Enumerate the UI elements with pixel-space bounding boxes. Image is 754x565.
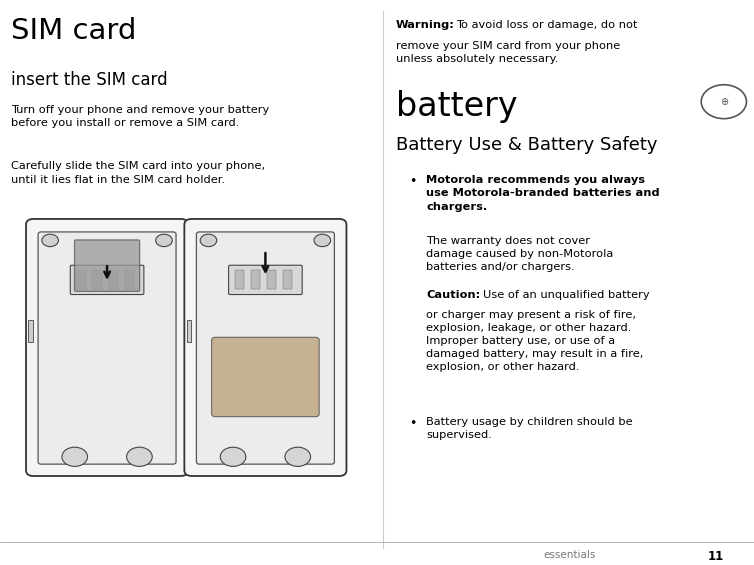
Text: To avoid loss or damage, do not: To avoid loss or damage, do not: [456, 20, 638, 30]
Text: ⊕: ⊕: [720, 97, 728, 107]
Circle shape: [220, 447, 246, 467]
Bar: [76, 271, 85, 289]
Circle shape: [200, 234, 217, 246]
Bar: [267, 271, 276, 289]
FancyBboxPatch shape: [212, 337, 319, 416]
Bar: [283, 271, 293, 289]
Text: The warranty does not cover
damage caused by non-Motorola
batteries and/or charg: The warranty does not cover damage cause…: [426, 236, 613, 272]
Text: SIM card: SIM card: [11, 17, 136, 45]
Text: battery: battery: [396, 90, 517, 123]
Circle shape: [127, 447, 152, 467]
Text: •: •: [409, 417, 417, 430]
Text: •: •: [409, 175, 417, 188]
Text: Caution:: Caution:: [426, 290, 480, 301]
FancyBboxPatch shape: [70, 265, 144, 294]
Text: insert the SIM card: insert the SIM card: [11, 71, 168, 89]
Circle shape: [62, 447, 87, 467]
Circle shape: [314, 234, 330, 246]
Text: Warning:: Warning:: [396, 20, 455, 30]
FancyBboxPatch shape: [38, 232, 176, 464]
Circle shape: [41, 234, 58, 246]
FancyBboxPatch shape: [75, 240, 139, 292]
Circle shape: [285, 447, 311, 467]
Bar: [109, 271, 118, 289]
FancyBboxPatch shape: [196, 232, 335, 464]
Circle shape: [155, 234, 172, 246]
Bar: [28, 320, 32, 342]
Circle shape: [701, 85, 746, 119]
Text: essentials: essentials: [543, 550, 595, 560]
Bar: [234, 271, 244, 289]
Text: Carefully slide the SIM card into your phone,
until it lies flat in the SIM card: Carefully slide the SIM card into your p…: [11, 161, 265, 185]
Text: Battery usage by children should be
supervised.: Battery usage by children should be supe…: [426, 417, 633, 440]
FancyBboxPatch shape: [26, 219, 188, 476]
Text: remove your SIM card from your phone
unless absolutely necessary.: remove your SIM card from your phone unl…: [396, 41, 620, 64]
Text: 11: 11: [707, 550, 724, 563]
Text: Turn off your phone and remove your battery
before you install or remove a SIM c: Turn off your phone and remove your batt…: [11, 105, 270, 128]
FancyBboxPatch shape: [184, 219, 346, 476]
FancyBboxPatch shape: [228, 265, 302, 294]
Bar: [251, 271, 260, 289]
Text: or charger may present a risk of fire,
explosion, leakage, or other hazard.
Impr: or charger may present a risk of fire, e…: [426, 310, 643, 372]
Text: Motorola recommends you always
use Motorola-branded batteries and
chargers.: Motorola recommends you always use Motor…: [426, 175, 660, 211]
Bar: [186, 320, 191, 342]
Text: Battery Use & Battery Safety: Battery Use & Battery Safety: [396, 136, 657, 154]
Bar: [124, 271, 134, 289]
Bar: [93, 271, 102, 289]
Text: Use of an unqualified battery: Use of an unqualified battery: [483, 290, 650, 301]
